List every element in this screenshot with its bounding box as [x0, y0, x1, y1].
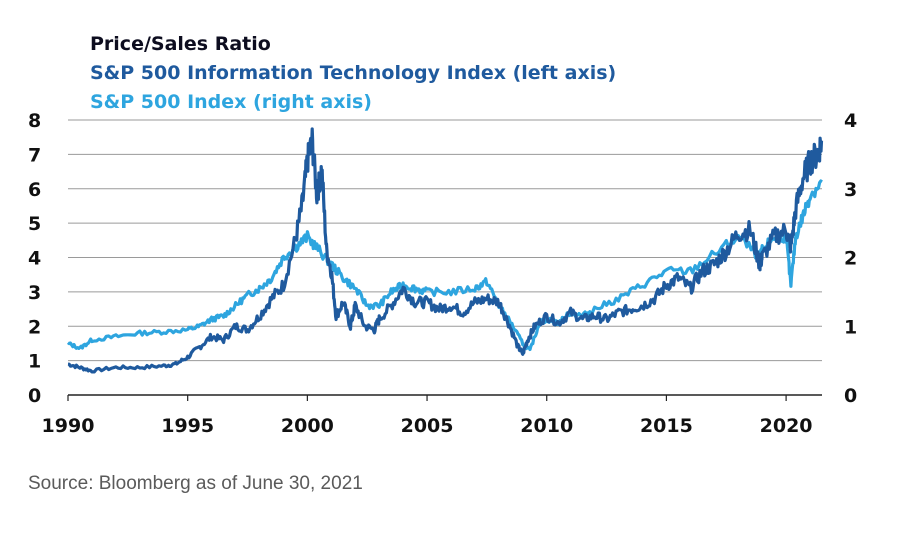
left-tick-label: 2 — [28, 316, 41, 338]
x-tick-label: 1995 — [161, 415, 214, 437]
chart-title: Price/Sales Ratio — [90, 33, 271, 55]
grid-lines — [68, 119, 822, 396]
left-axis-ticks: 0 1 2 3 4 5 6 7 8 — [28, 110, 41, 407]
source-note: Source: Bloomberg as of June 30, 2021 — [28, 473, 363, 494]
x-tick-label: 2000 — [281, 415, 334, 437]
left-tick-label: 6 — [28, 179, 41, 201]
x-tick-label: 2020 — [760, 415, 813, 437]
right-tick-label: 2 — [844, 248, 857, 270]
right-axis-ticks: 0 1 2 3 4 — [844, 110, 857, 407]
right-tick-label: 0 — [844, 385, 857, 407]
legend-it-index: S&P 500 Information Technology Index (le… — [90, 62, 617, 84]
right-tick-label: 4 — [844, 110, 857, 132]
right-tick-label: 3 — [844, 179, 857, 201]
left-tick-label: 7 — [28, 144, 41, 166]
x-tick-label: 2010 — [520, 415, 573, 437]
right-tick-label: 1 — [844, 316, 857, 338]
left-tick-label: 1 — [28, 351, 41, 373]
left-tick-label: 3 — [28, 282, 41, 304]
legend-sp500-index: S&P 500 Index (right axis) — [90, 91, 372, 113]
x-tick-label: 1990 — [42, 415, 95, 437]
series-line-it-index — [67, 127, 824, 374]
left-tick-label: 5 — [28, 213, 41, 235]
left-tick-label: 4 — [28, 248, 41, 270]
x-tick-label: 2005 — [401, 415, 454, 437]
left-tick-label: 0 — [28, 385, 41, 407]
x-tick-label: 2015 — [640, 415, 693, 437]
series-line-sp500-index — [66, 179, 823, 352]
series-lines — [66, 127, 824, 374]
price-sales-chart: 0 1 2 3 4 5 6 7 8 0 1 2 3 4 1990 1995 2000 2005 2010 2015… — [28, 110, 857, 437]
left-tick-label: 8 — [28, 110, 41, 132]
x-axis-ticks: 1990 1995 2000 2005 2010 2015 2020 — [42, 395, 813, 437]
